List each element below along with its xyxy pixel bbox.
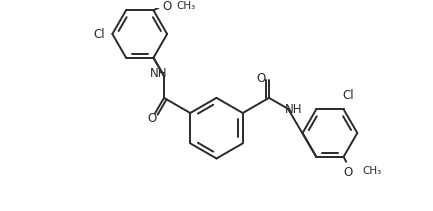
Text: O: O (256, 72, 265, 85)
Text: Cl: Cl (342, 89, 354, 102)
Text: NH: NH (285, 103, 302, 116)
Text: CH₃: CH₃ (362, 166, 382, 176)
Text: Cl: Cl (93, 27, 105, 41)
Text: CH₃: CH₃ (177, 1, 196, 11)
Text: O: O (343, 166, 352, 179)
Text: O: O (163, 0, 172, 13)
Text: O: O (147, 112, 156, 125)
Text: NH: NH (150, 67, 167, 80)
